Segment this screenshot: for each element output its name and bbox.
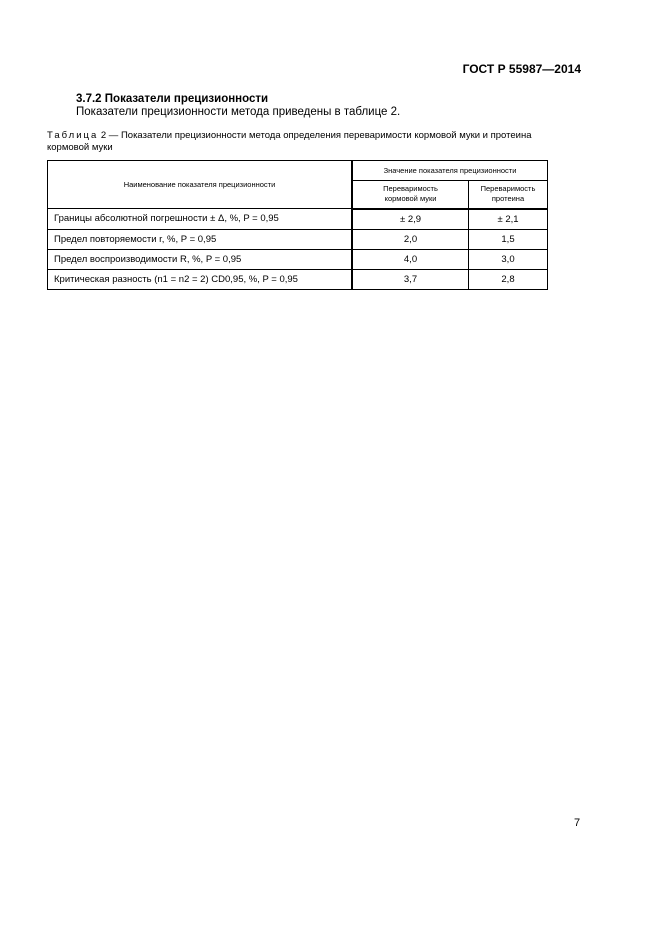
caption-label: Таблица	[47, 130, 99, 141]
table-caption: Таблица 2 — Показатели прецизионности ме…	[47, 130, 552, 154]
row-value-a: 3,7	[351, 268, 469, 290]
header-col-b-line1: Переваримость	[480, 184, 536, 194]
header-col-b-line2: протеина	[491, 194, 525, 204]
row-name: Предел воспроизводимости R, %, P = 0,95	[47, 248, 353, 270]
header-col-a-line1: Переваримость	[383, 184, 438, 194]
table-row: Предел повторяемости r, %, P = 0,95 2,0 …	[47, 228, 548, 250]
header-col-a: Переваримость кормовой муки	[351, 180, 469, 210]
header-col-b: Переваримость протеина	[468, 180, 548, 210]
row-value-a: 4,0	[351, 248, 469, 270]
header-name: Наименование показателя прецизионности	[47, 160, 353, 209]
row-value-b: 1,5	[468, 228, 548, 250]
row-name: Предел повторяемости r, %, P = 0,95	[47, 228, 353, 250]
section-title: 3.7.2 Показатели прецизионности	[76, 93, 269, 105]
row-value-a: ± 2,9	[351, 208, 469, 230]
row-name: Границы абсолютной погрешности ± Δ, %, P…	[47, 208, 353, 230]
header-group: Значение показателя прецизионности	[351, 160, 548, 181]
precision-table: Наименование показателя прецизионности З…	[47, 160, 548, 290]
row-value-b: ± 2,1	[468, 208, 548, 230]
document-code: ГОСТ Р 55987—2014	[462, 62, 581, 76]
page-number: 7	[574, 817, 581, 829]
table-row: Критическая разность (n1 = n2 = 2) CD0,9…	[47, 268, 548, 290]
row-value-b: 2,8	[468, 268, 548, 290]
row-value-a: 2,0	[351, 228, 469, 250]
row-value-b: 3,0	[468, 248, 548, 270]
row-name: Критическая разность (n1 = n2 = 2) CD0,9…	[47, 268, 353, 290]
caption-text: 2 — Показатели прецизионности метода опр…	[47, 130, 532, 153]
section-text: Показатели прецизионности метода приведе…	[76, 106, 401, 118]
table-row: Границы абсолютной погрешности ± Δ, %, P…	[47, 208, 548, 230]
header-col-a-line2: кормовой муки	[384, 194, 437, 204]
table-row: Предел воспроизводимости R, %, P = 0,95 …	[47, 248, 548, 270]
